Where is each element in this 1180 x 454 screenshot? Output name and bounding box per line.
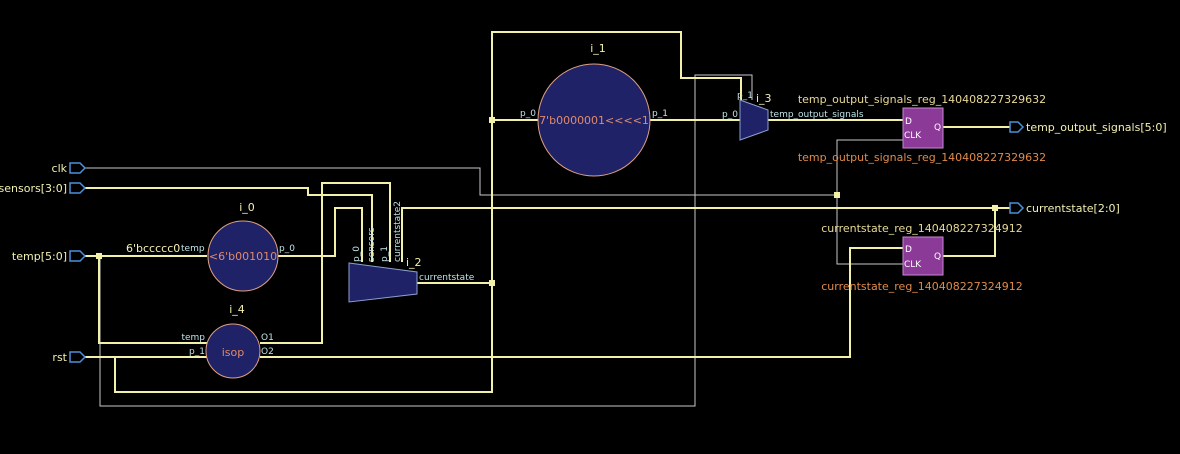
junction-dot (96, 253, 102, 259)
register-currentstate[interactable]: currentstate_reg_140408227324912 D CLK Q… (821, 222, 1023, 293)
pin-label: currentstate2 (393, 201, 403, 262)
input-port-temp[interactable]: temp[5:0] (12, 250, 87, 263)
pin-label: p_1 (189, 347, 205, 357)
instance-i1[interactable]: i_1 7'b0000001<<<<1 p_0 p_1 (520, 42, 668, 177)
operator-expression: <6'b001010 (209, 250, 277, 263)
pin-label: p_1 (737, 91, 753, 101)
input-port-clk[interactable]: clk (52, 162, 87, 175)
output-port-temp-output-signals[interactable]: temp_output_signals[5:0] (1009, 121, 1167, 134)
pin-label: p_0 (520, 109, 536, 119)
operator-bubble (205, 323, 261, 379)
input-port-sensors[interactable]: sensors[3:0] (0, 182, 87, 195)
register-subtitle: temp_output_signals_reg_140408227329632 (798, 151, 1046, 164)
register-subtitle: currentstate_reg_140408227324912 (821, 280, 1023, 293)
pin-label-clk: CLK (904, 131, 922, 141)
wire-group (85, 31, 1010, 393)
pin-label: p_0 (279, 244, 295, 254)
pin-label: O2 (261, 347, 274, 357)
register-temp-output-signals[interactable]: temp_output_signals_reg_140408227329632 … (798, 93, 1046, 164)
port-label-sensors: sensors[3:0] (0, 182, 67, 195)
instance-i3-mux[interactable]: i_3 p_1 p_0 temp_output_signals (722, 91, 864, 141)
pin-label: p_0 (352, 246, 362, 262)
output-port-currentstate[interactable]: currentstate[2:0] (1009, 202, 1120, 215)
junction-dot (489, 117, 495, 123)
instance-name: i_4 (229, 303, 245, 316)
mux-shape (739, 99, 769, 141)
flipflop-box (902, 236, 944, 276)
operator-bubble (537, 63, 651, 177)
instance-i4[interactable]: i_4 isop temp p_1 O1 O2 (181, 303, 274, 379)
junction-dot (834, 192, 840, 198)
pin-label: currentstate (419, 273, 475, 283)
operator-expression: isop (222, 346, 245, 359)
instance-name: i_1 (590, 42, 606, 55)
port-label-temp: temp[5:0] (12, 250, 67, 263)
junction-dot (992, 205, 998, 211)
port-label-temp-output-signals: temp_output_signals[5:0] (1026, 121, 1167, 134)
pin-label: temp (181, 244, 205, 254)
instance-name: i_2 (406, 256, 422, 269)
junction-group (96, 117, 998, 286)
mux-shape (348, 262, 418, 303)
junction-dot (489, 280, 495, 286)
pin-label-clk: CLK (904, 260, 922, 270)
instance-i2-mux[interactable]: i_2 p_0 sensors p_1 currentstate2 curren… (348, 201, 475, 303)
instance-i0[interactable]: i_0 <6'b001010 temp p_0 6'bccccc0 (126, 201, 295, 292)
flipflop-box (902, 107, 944, 149)
constant-label: 6'bccccc0 (126, 242, 180, 255)
register-title: temp_output_signals_reg_140408227329632 (798, 93, 1046, 106)
input-port-rst[interactable]: rst (52, 351, 87, 364)
pin-label: sensors (367, 227, 377, 262)
pin-label: O1 (261, 333, 274, 343)
operator-expression: 7'b0000001<<<<1 (539, 114, 649, 127)
operator-bubble (207, 220, 279, 292)
register-title: currentstate_reg_140408227324912 (821, 222, 1023, 235)
port-label-currentstate: currentstate[2:0] (1026, 202, 1120, 215)
pin-label-q: Q (934, 123, 941, 133)
pin-label: p_0 (722, 110, 738, 120)
port-label-clk: clk (52, 162, 68, 175)
pin-label-d: D (905, 117, 912, 127)
pin-label-d: D (905, 245, 912, 255)
pin-label: temp_output_signals (770, 110, 864, 120)
pin-label-q: Q (934, 252, 941, 262)
pin-label: p_1 (652, 109, 668, 119)
port-label-rst: rst (52, 351, 67, 364)
instance-name: i_3 (756, 92, 772, 105)
pin-label: temp (181, 333, 205, 343)
instance-name: i_0 (239, 201, 255, 214)
pin-label: p_1 (380, 246, 390, 262)
